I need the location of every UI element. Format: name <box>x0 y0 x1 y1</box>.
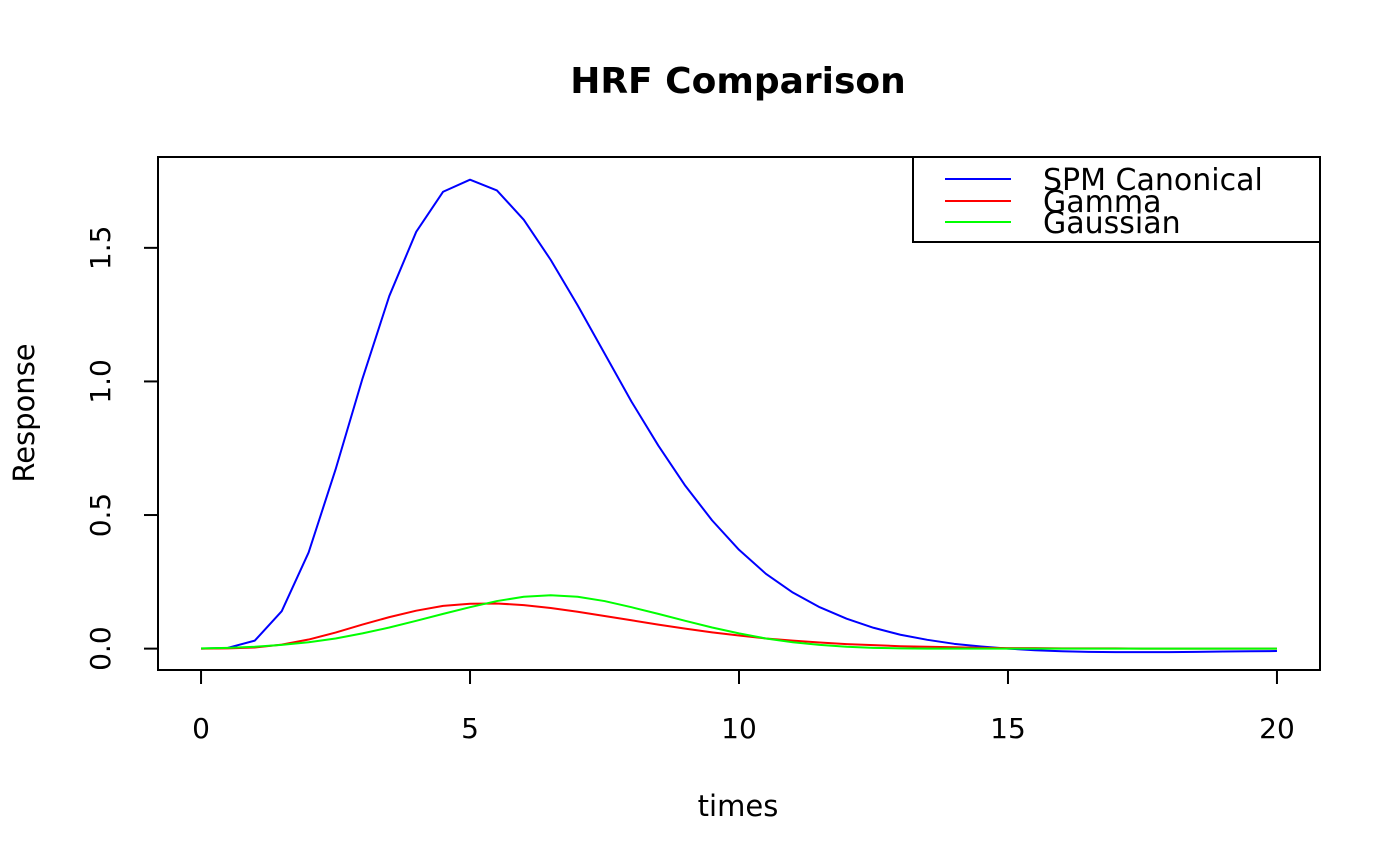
x-tick-label: 0 <box>192 712 210 745</box>
legend-box <box>912 156 1321 243</box>
series-line-gaussian <box>201 594 1277 650</box>
chart-title: HRF Comparison <box>570 61 906 102</box>
y-tick-label: 0.0 <box>84 626 117 671</box>
legend-item-gamma: Gamma <box>945 185 1161 220</box>
x-tick-label: 10 <box>721 712 757 745</box>
legend-item-gaussian: Gaussian <box>945 206 1181 241</box>
series-line-spm-canonical <box>201 178 1277 654</box>
x-axis-label: times <box>698 789 779 823</box>
y-tick-label: 0.5 <box>84 493 117 538</box>
legend-label: Gamma <box>1043 185 1161 220</box>
legend-label: Gaussian <box>1043 206 1181 241</box>
y-axis-label: Response <box>7 343 41 482</box>
x-axis: 0 5 10 15 20 <box>192 669 1295 745</box>
plot-lines <box>201 178 1277 654</box>
y-axis: 0.0 0.5 1.0 1.5 <box>84 226 159 671</box>
x-tick-label: 5 <box>461 712 479 745</box>
series-line-gamma <box>201 602 1277 650</box>
legend-label: SPM Canonical <box>1043 163 1263 198</box>
y-tick-label: 1.0 <box>84 359 117 404</box>
legend-item-spm-canonical: SPM Canonical <box>945 163 1263 198</box>
y-tick-label: 1.5 <box>84 226 117 271</box>
x-tick-label: 20 <box>1259 712 1295 745</box>
x-tick-label: 15 <box>990 712 1026 745</box>
